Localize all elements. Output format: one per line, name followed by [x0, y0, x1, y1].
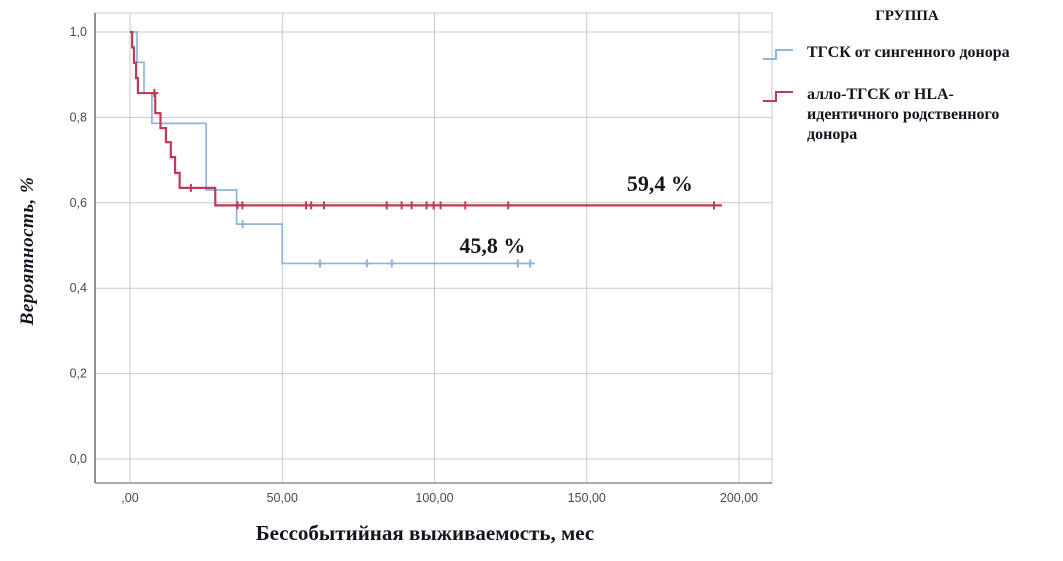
- x-axis-title: Бессобытийная выживаемость, мес: [255, 521, 595, 545]
- survival-curve-allo-tgsk-hla: [130, 30, 722, 207]
- y-axis-title: Вероятность, %: [17, 176, 38, 326]
- x-tick-label: 150,00: [568, 491, 606, 505]
- x-tick-label: 200,00: [720, 491, 758, 505]
- y-tick-label: 0,2: [70, 367, 87, 381]
- legend-item-label: ТГСК от сингенного донора: [807, 44, 1010, 61]
- legend: ГРУППА ТГСК от сингенного донора алло-ТГ…: [762, 8, 1062, 167]
- step-line-icon: [763, 49, 793, 60]
- legend-item-syngeneic-tgsk: ТГСК от сингенного донора: [762, 43, 1062, 63]
- survival-curve-syngeneic-tgsk: [130, 31, 535, 265]
- legend-item-label: алло-ТГСК от HLA-идентичного родственног…: [807, 86, 1000, 143]
- x-tick-label: 100,00: [415, 491, 453, 505]
- y-tick-label: 0,4: [70, 281, 87, 295]
- step-line-icon: [763, 91, 793, 102]
- plot-frame: [94, 12, 773, 484]
- y-tick-label: 0,0: [70, 452, 87, 466]
- legend-title: ГРУППА: [875, 8, 939, 24]
- y-tick-label: 0,6: [70, 196, 87, 210]
- legend-item-allo-tgsk-hla: алло-ТГСК от HLA-идентичного родственног…: [762, 85, 1062, 145]
- x-tick-label: ,00: [121, 491, 138, 505]
- x-tick-label: 50,00: [267, 491, 298, 505]
- y-tick-label: 1,0: [70, 25, 87, 39]
- plateau-annotation-syngeneic-tgsk: 45,8 %: [459, 233, 525, 258]
- y-tick-label: 0,8: [70, 110, 87, 124]
- plateau-annotation-allo-tgsk-hla: 59,4 %: [627, 171, 693, 196]
